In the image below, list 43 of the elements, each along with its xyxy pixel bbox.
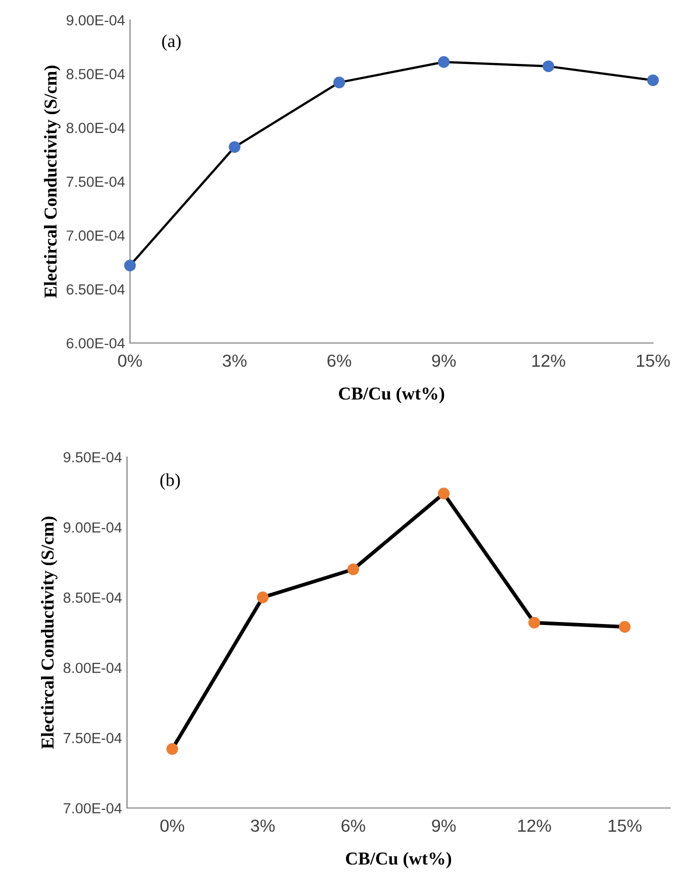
point — [438, 56, 450, 68]
y-tick-label: 8.50E-04 — [66, 68, 125, 80]
x-tick-label: 9% — [432, 354, 456, 367]
point — [256, 592, 269, 604]
y-tick-label: 9.50E-04 — [64, 452, 122, 462]
y-tick-label: 6.50E-04 — [66, 284, 125, 295]
y-tick-label: 7.50E-04 — [66, 176, 125, 187]
annotation: (b) — [160, 473, 180, 490]
point — [228, 141, 240, 153]
y-tick-label: 7.00E-04 — [66, 230, 125, 241]
x-tick-label: 3% — [250, 820, 275, 832]
x-tick-label: 0% — [160, 820, 184, 832]
y-tick-label: 7.00E-04 — [64, 803, 122, 814]
x-tick-label: 15% — [636, 354, 670, 367]
point — [528, 616, 540, 629]
x-axis-title: CB/Cu (wt%) — [346, 852, 452, 868]
point — [347, 563, 360, 576]
x-tick-label: 0% — [118, 354, 142, 367]
point — [542, 60, 554, 72]
y-tick-label: 9.00E-04 — [66, 15, 125, 26]
annotation: (a) — [162, 34, 181, 51]
point — [438, 488, 450, 500]
x-tick-label: 15% — [608, 820, 642, 832]
y-axis-title: Electircal Conductivity (S/cm) — [44, 66, 60, 298]
y-axis-title: Electircal Conductivity (S/cm) — [40, 516, 58, 749]
y-tick-label: 6.00E-04 — [66, 338, 125, 348]
x-tick-label: 12% — [532, 354, 566, 367]
y-tick-label: 8.00E-04 — [66, 122, 125, 134]
x-tick-label: 6% — [328, 354, 352, 367]
point — [124, 260, 136, 272]
x-tick-label: 9% — [432, 820, 456, 832]
x-tick-label: 12% — [518, 820, 552, 832]
x-axis-title: CB/Cu (wt%) — [338, 386, 444, 404]
y-tick-label: 8.50E-04 — [64, 592, 122, 603]
point — [166, 743, 178, 755]
y-tick-label: 7.50E-04 — [64, 732, 122, 744]
point — [618, 621, 631, 633]
point — [333, 76, 346, 88]
x-tick-label: 6% — [342, 820, 366, 832]
y-tick-label: 9.00E-04 — [64, 522, 122, 533]
point — [647, 74, 659, 86]
x-tick-label: 3% — [222, 354, 247, 367]
y-tick-label: 8.00E-04 — [64, 662, 122, 674]
